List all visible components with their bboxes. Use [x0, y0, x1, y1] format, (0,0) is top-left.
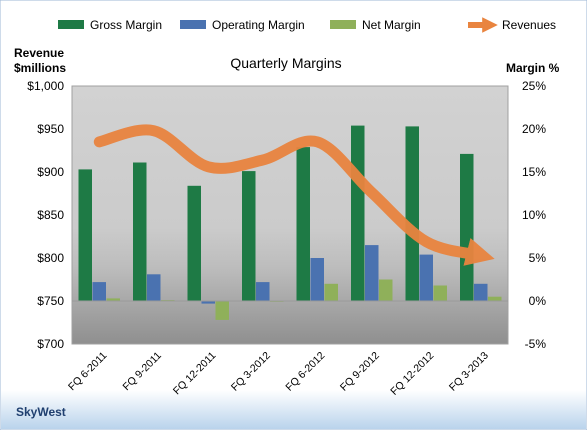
bar-gross-margin-fq-3-2012	[242, 171, 256, 301]
left-axis-ticks: $700 $750 $800 $850 $900 $950 $1,000	[27, 79, 64, 351]
bar-operating-margin-fq-3-2013	[474, 283, 488, 301]
bar-net-margin-fq-6-2012	[324, 283, 338, 301]
legend-label-revenues: Revenues	[502, 18, 556, 32]
left-tick-label: $800	[37, 251, 64, 265]
legend-label-operating-margin: Operating Margin	[212, 18, 305, 32]
right-tick-label: 5%	[529, 251, 547, 265]
bar-gross-margin-fq-12-2011	[187, 185, 201, 301]
left-tick-label: $900	[37, 165, 64, 179]
legend-swatch-gross-margin	[58, 20, 84, 29]
legend-label-net-margin: Net Margin	[362, 18, 421, 32]
right-tick-label: 15%	[522, 165, 546, 179]
left-axis-label-line2: $millions	[14, 61, 66, 75]
left-tick-label: $750	[37, 294, 64, 308]
left-axis-label-line1: Revenue	[14, 46, 64, 60]
bar-operating-margin-fq-12-2011	[201, 301, 215, 304]
right-tick-label: 25%	[522, 79, 546, 93]
footer-band	[1, 390, 586, 429]
legend-label-gross-margin: Gross Margin	[90, 18, 162, 32]
bar-operating-margin-fq-12-2012	[419, 254, 433, 301]
legend: Gross Margin Operating Margin Net Margin Re…	[58, 17, 556, 33]
bar-net-margin-fq-3-2013	[488, 296, 502, 301]
left-tick-label: $700	[37, 337, 64, 351]
bar-operating-margin-fq-9-2011	[147, 274, 161, 301]
revenues-series-line	[93, 124, 495, 266]
bar-gross-margin-fq-6-2012	[296, 147, 310, 301]
bar-net-margin-fq-12-2012	[433, 285, 447, 301]
bar-gross-margin-fq-9-2012	[351, 125, 365, 301]
right-tick-label: 0%	[529, 294, 547, 308]
bar-gross-margin-fq-12-2012	[405, 126, 419, 302]
right-tick-label: 10%	[522, 208, 546, 222]
bar-operating-margin-fq-6-2012	[310, 258, 324, 301]
revenue-line	[93, 124, 495, 266]
legend-swatch-operating-margin	[180, 20, 206, 29]
bar-gross-margin-fq-9-2011	[133, 162, 147, 301]
bar-net-margin-fq-9-2012	[379, 279, 393, 301]
left-tick-label: $950	[37, 122, 64, 136]
chart-title: Quarterly Margins	[230, 55, 341, 71]
left-tick-label: $1,000	[27, 79, 64, 93]
left-tick-label: $850	[37, 208, 64, 222]
bar-gross-margin-fq-3-2013	[460, 153, 474, 301]
right-tick-label: -5%	[525, 337, 547, 351]
footer-label: SkyWest	[16, 405, 66, 419]
legend-swatch-net-margin	[330, 20, 356, 29]
bar-net-margin-fq-6-2011	[106, 298, 120, 301]
bars	[78, 125, 502, 320]
bar-gross-margin-fq-6-2011	[78, 169, 92, 301]
right-axis-ticks: -5% 0% 5% 10% 15% 20% 25%	[522, 79, 546, 351]
right-tick-label: 20%	[522, 122, 546, 136]
right-axis-label: Margin %	[506, 61, 560, 75]
bar-operating-margin-fq-6-2011	[92, 282, 106, 301]
bar-net-margin-fq-12-2011	[215, 301, 229, 320]
bar-operating-margin-fq-3-2012	[256, 282, 270, 301]
bar-operating-margin-fq-9-2012	[365, 245, 379, 301]
